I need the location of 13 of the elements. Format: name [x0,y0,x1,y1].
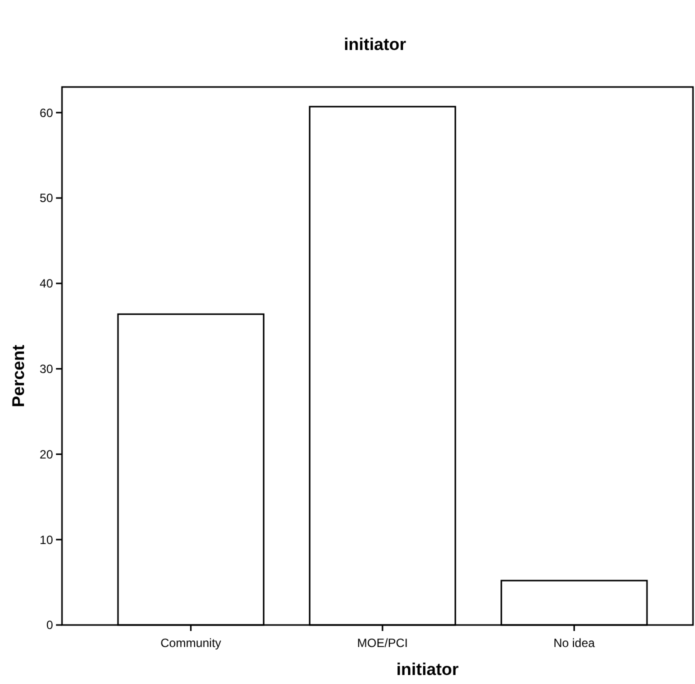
y-tick-label: 60 [40,106,54,120]
y-tick-label: 0 [46,618,54,632]
x-axis-title: initiator [396,660,460,679]
y-tick-label: 40 [40,276,54,291]
y-tick-label: 10 [40,532,54,547]
x-tick-label: Community [160,636,222,650]
chart-title: initiator [344,35,407,54]
y-tick-label: 30 [40,362,54,376]
y-axis-title: Percent [9,344,28,408]
y-tick-label: 20 [40,447,54,462]
x-tick-label: No idea [553,636,596,650]
x-tick-label: MOE/PCI [357,636,408,650]
y-tick-label: 50 [40,191,54,206]
